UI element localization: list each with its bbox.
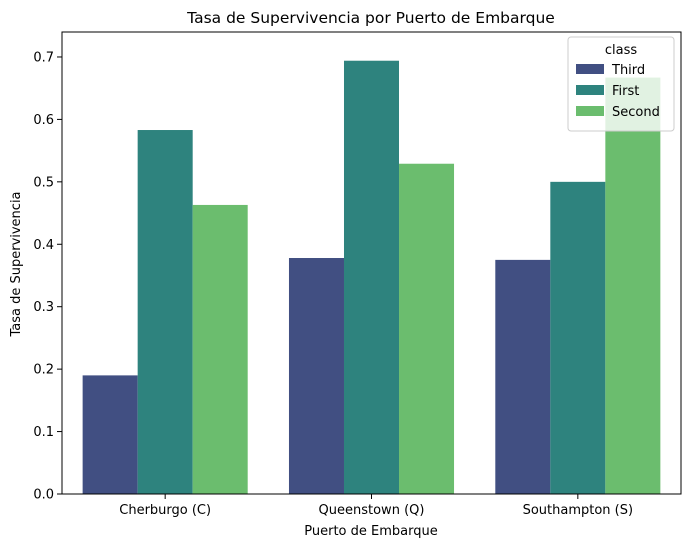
legend-title: class [605, 43, 637, 58]
y-tick-label: 0.6 [33, 113, 54, 128]
legend-label-second: Second [612, 105, 660, 120]
legend-label-first: First [612, 84, 639, 99]
bar-first-3 [550, 181, 606, 494]
legend-label-third: Third [611, 63, 645, 78]
x-tick-label: Queenstown (Q) [319, 503, 425, 518]
y-tick-label: 0.7 [33, 50, 54, 65]
y-tick-label: 0.4 [33, 238, 54, 253]
legend-swatch-third [576, 64, 604, 74]
y-tick-label: 0.1 [33, 425, 54, 440]
chart-title: Tasa de Supervivencia por Puerto de Emba… [186, 9, 555, 27]
y-tick-label: 0.2 [33, 363, 54, 378]
y-tick-label: 0.3 [33, 300, 54, 315]
bar-third-3 [495, 259, 551, 494]
x-tick-label: Southampton (S) [523, 503, 633, 518]
plot-frame [61, 31, 682, 495]
x-axis-label: Puerto de Embarque [304, 524, 437, 539]
bar-second-3 [605, 77, 661, 494]
bar-first-1 [137, 130, 193, 494]
plot-area: 0.0 0.1 0.2 0.3 0.4 0.5 0.6 0.7 Cherburgo (C) Que… [33, 31, 682, 518]
bar-second-2 [399, 163, 455, 495]
legend-swatch-second [576, 106, 604, 116]
y-axis-label: Tasa de Supervivencia [9, 191, 24, 337]
x-tick-label: Cherburgo (C) [119, 503, 211, 518]
y-tick-label: 0.5 [33, 175, 54, 190]
bar-first-2 [343, 60, 400, 494]
bar-second-1 [192, 204, 248, 494]
y-tick-label: 0.0 [33, 488, 54, 503]
bar-third-2 [288, 258, 344, 494]
legend-swatch-first [576, 85, 604, 95]
legend: class Third First Second [567, 36, 675, 132]
bar-third-1 [82, 375, 138, 494]
